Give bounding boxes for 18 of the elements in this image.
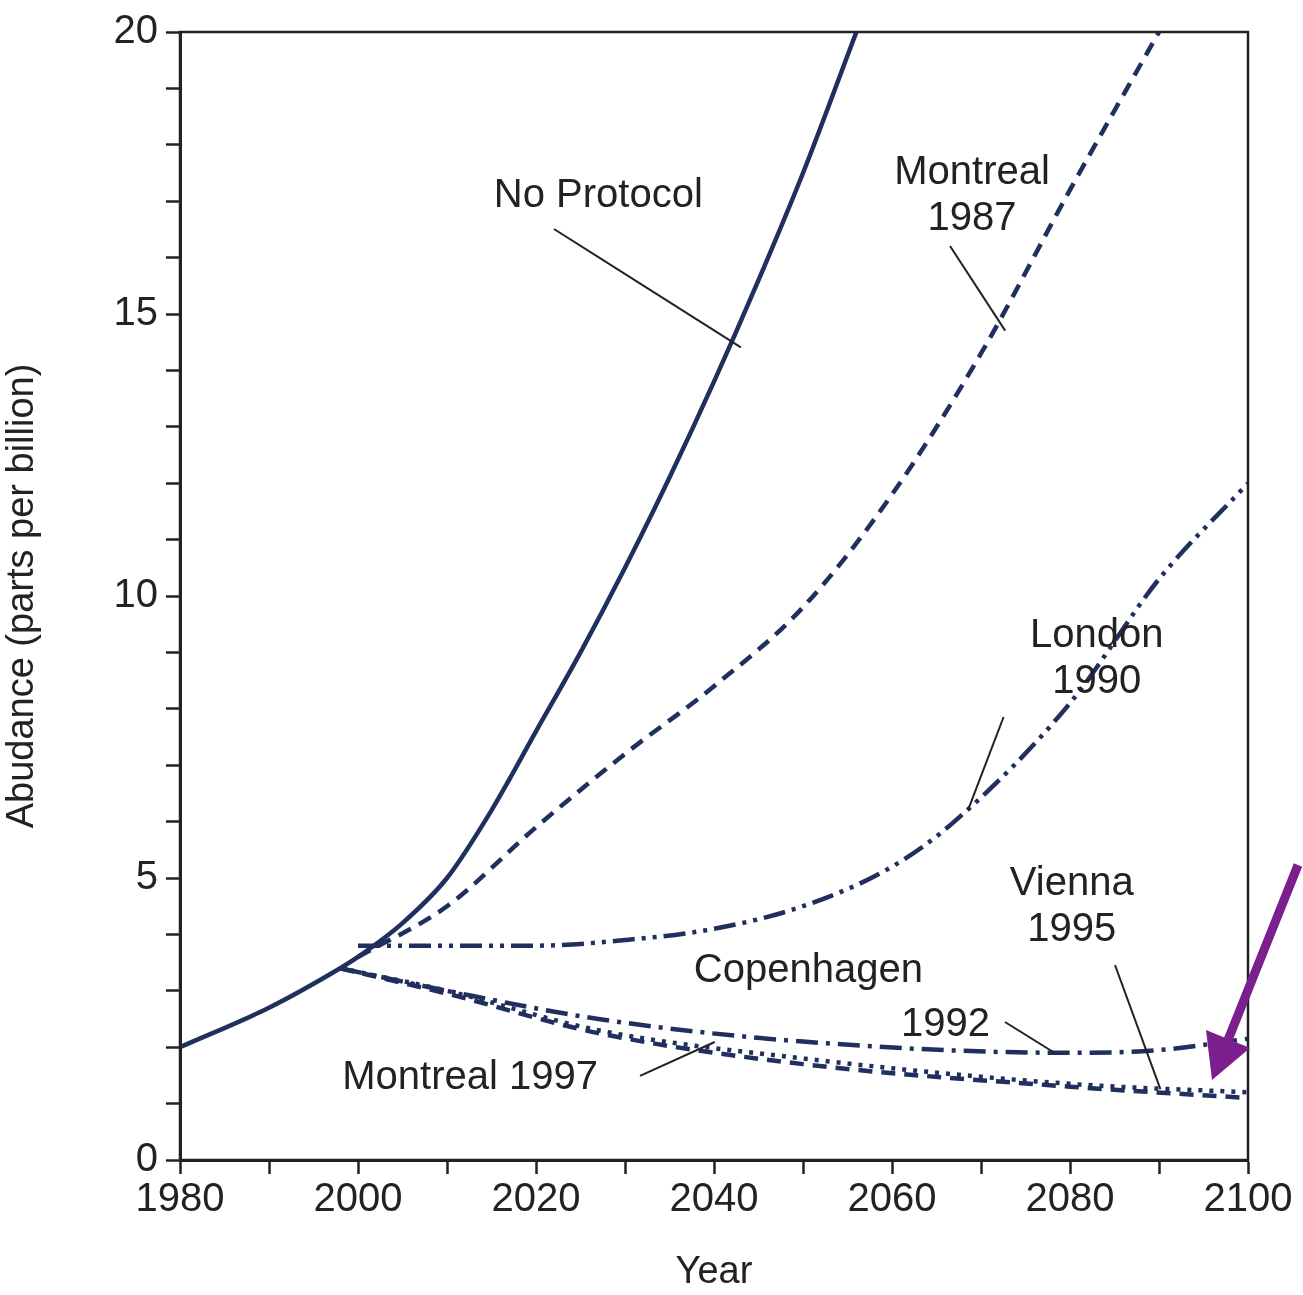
x-tick-label: 2080: [1025, 1175, 1115, 1220]
series-label: Copenhagen 1992: [693, 946, 990, 1044]
x-tick-label: 2000: [313, 1175, 403, 1220]
y-tick-label: 20: [113, 7, 158, 52]
series-label: No Protocol: [493, 170, 703, 215]
x-tick-label: 2060: [847, 1175, 937, 1220]
y-axis-title: Abudance (parts per billion): [0, 363, 42, 829]
y-tick-label: 15: [113, 289, 158, 334]
x-axis-title: Year: [675, 1248, 753, 1291]
series-label: London 1990: [1029, 610, 1164, 701]
series-label: Montreal 1997: [342, 1053, 599, 1098]
y-tick-label: 10: [113, 571, 158, 616]
text: Vienna 1995: [1009, 858, 1135, 949]
x-tick-label: 2040: [669, 1175, 759, 1220]
x-tick-label: 2020: [491, 1175, 581, 1220]
y-tick-label: 5: [135, 853, 158, 898]
x-tick-label: 2100: [1203, 1175, 1293, 1220]
series-label: Montreal 1987: [894, 148, 1050, 239]
